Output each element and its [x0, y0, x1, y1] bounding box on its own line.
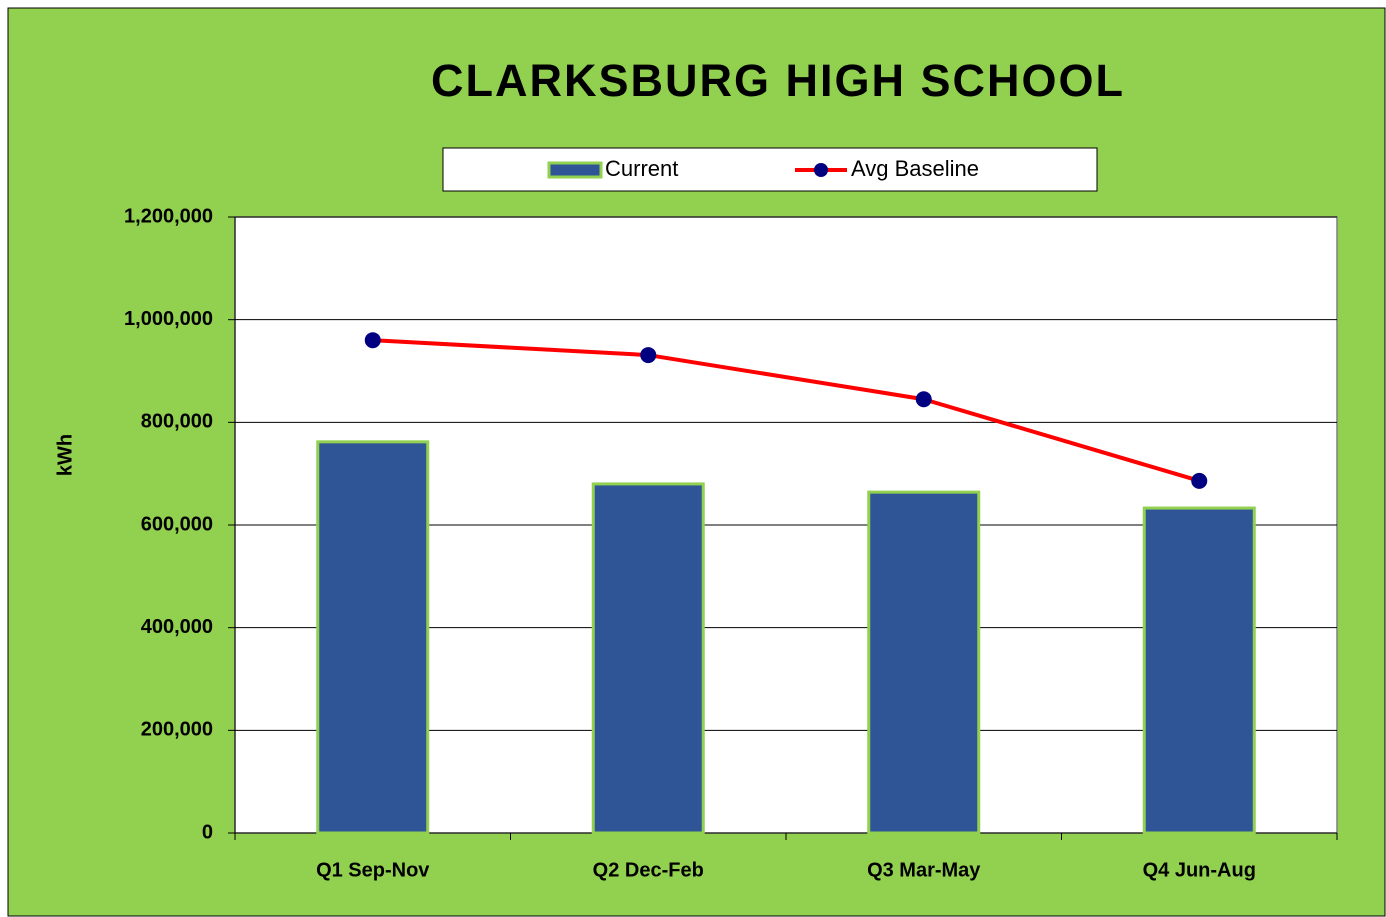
- y-axis-label: kWh: [54, 434, 76, 476]
- bar: [1142, 506, 1256, 835]
- bar: [867, 490, 981, 835]
- y-tick-label: 1,000,000: [124, 308, 213, 330]
- y-tick-label: 400,000: [141, 616, 213, 638]
- y-tick-label: 600,000: [141, 513, 213, 535]
- x-tick-label: Q4 Jun-Aug: [1143, 859, 1256, 881]
- x-tick-label: Q3 Mar-May: [867, 859, 981, 881]
- y-tick-label: 0: [202, 821, 213, 843]
- y-tick-label: 200,000: [141, 719, 213, 741]
- legend-label: Current: [605, 156, 678, 181]
- line: [372, 338, 1200, 483]
- legend: [442, 147, 1098, 192]
- legend-marker: [814, 163, 828, 177]
- y-tick-label: 800,000: [141, 411, 213, 433]
- marker: [915, 391, 932, 408]
- marker: [364, 332, 381, 349]
- marker: [640, 347, 657, 364]
- x-tick-label: Q2 Dec-Feb: [593, 859, 704, 881]
- chart-title: CLARKSBURG HIGH SCHOOL: [431, 55, 1125, 106]
- legend-swatch: [547, 161, 603, 179]
- y-tick-label: 1,200,000: [124, 205, 213, 227]
- x-tick-label: Q1 Sep-Nov: [316, 859, 430, 881]
- marker: [1191, 472, 1208, 489]
- legend-label: Avg Baseline: [851, 156, 979, 181]
- bar: [316, 440, 430, 835]
- bar: [591, 482, 705, 835]
